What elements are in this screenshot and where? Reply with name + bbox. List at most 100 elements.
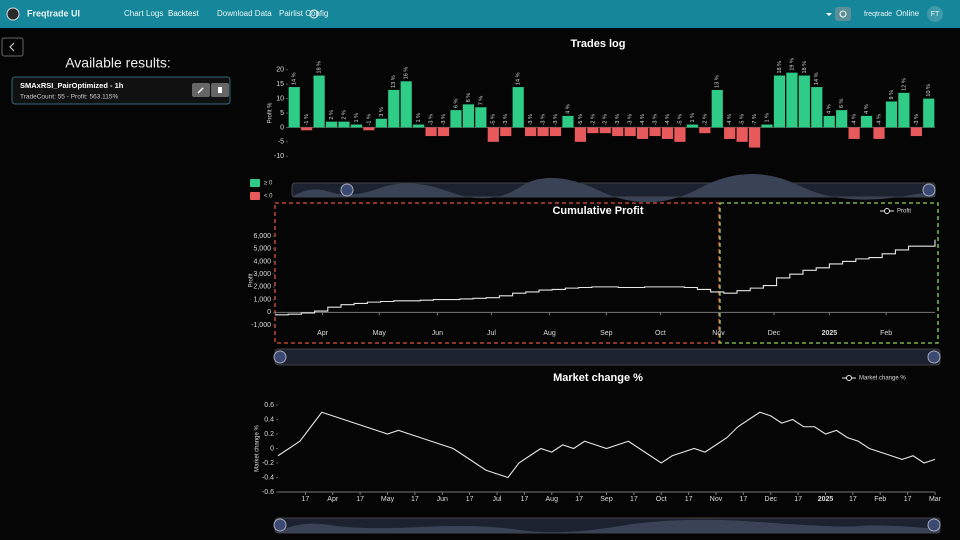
bar [599,127,611,134]
y-tick-label: -0.2 [262,460,274,467]
bar [773,75,786,128]
theme-toggle[interactable] [309,9,319,19]
bar-label: -4 % [876,114,882,125]
bar [562,115,574,128]
x-tick-label: 17 [575,496,583,503]
bar-label: 8 % [466,93,472,103]
bar [748,127,761,148]
y-tick-label: -10 [274,153,284,160]
bar-label: -5 % [578,114,584,125]
bar [537,127,549,137]
bar [910,127,922,137]
zoom-slider[interactable] [274,348,941,366]
bar [661,127,674,139]
refresh-button[interactable] [835,7,851,21]
bar [873,127,885,139]
bar [375,118,387,128]
result-card[interactable] [11,76,231,105]
y-tick-label: 20 [276,67,284,74]
bar [836,110,848,128]
slider-handle[interactable] [340,183,354,197]
refresh-icon [839,10,847,18]
x-tick-label: 17 [630,496,638,503]
nav-link[interactable]: Logs [146,9,163,18]
x-tick-label: 17 [904,496,912,503]
y-tick-label: 6,000 [253,233,271,240]
bar [475,107,487,128]
bar [649,127,661,137]
bar [350,124,363,128]
bar-label: -1 % [366,114,372,125]
bar-label: 12 % [901,78,907,91]
bar-label: 19 % [789,58,795,71]
bar-label: 4 % [864,104,870,114]
bar-label: 1 % [690,113,696,123]
bar [400,81,412,128]
x-tick-label: Dec [765,496,778,503]
bar [823,115,835,128]
bar [761,124,773,128]
bar-label: -5 % [740,114,746,125]
slider-handle[interactable] [922,183,936,197]
bar [786,72,798,128]
bar-label: 1 % [764,113,770,123]
bar-label: 6 % [839,99,845,109]
bar [848,127,860,139]
bar-label: -5 % [491,114,497,125]
brand[interactable]: Freqtrade UI [27,8,80,18]
slider-handle[interactable] [273,518,287,532]
slider-handle[interactable] [273,350,287,364]
bar-label: 18 % [777,61,783,74]
slider-preview [292,173,935,203]
x-tick-label: Apr [327,496,339,503]
bar-label: -4 % [640,114,646,125]
avatar[interactable] [927,6,943,22]
bar-label: 6 % [453,99,459,109]
bar-label: -5 % [677,114,683,125]
x-tick-label: Feb [880,330,892,337]
status: Online [896,9,920,18]
bot-name: freqtrade [864,11,892,18]
nav-link[interactable]: Pairlist Config [279,9,328,18]
bar-label: 1 % [416,113,422,123]
bar-label: -3 % [553,114,559,125]
legend-label: Market change % [859,376,906,382]
y-tick-label: 0 [270,445,274,452]
nav-link[interactable]: Chart [124,9,144,18]
bar [686,124,698,128]
x-tick-label: 17 [356,496,364,503]
slider-handle[interactable] [927,518,941,532]
bar-label: -3 % [528,114,534,125]
legend-swatch [250,179,260,187]
bar [923,98,935,128]
bar-label: -3 % [503,114,509,125]
nav-link[interactable]: Download Data [217,9,272,18]
bar [811,87,823,128]
bar [699,127,711,134]
dropdown-caret[interactable] [826,13,832,16]
bar-label: 4 % [827,104,833,114]
bar-label: 14 % [814,72,820,85]
bar-label: 13 % [715,75,721,88]
bar-label: 2 % [341,110,347,120]
x-tick-label: Feb [874,496,886,503]
logo[interactable] [6,7,20,21]
legend-marker [846,375,852,381]
nav-link[interactable]: Backtest [168,9,199,18]
bar-label: -3 % [429,114,435,125]
slider-handle[interactable] [927,350,941,364]
x-tick-label: Dec [768,330,781,337]
bar-label: 14 % [292,72,298,85]
bar [413,124,425,128]
bar [487,127,499,142]
bar-label: 3 % [379,107,385,117]
bar-label: -4 % [852,114,858,125]
back-button[interactable] [1,37,24,57]
bar [425,127,437,137]
y-tick-label: 5,000 [253,246,271,253]
chart-title: Cumulative Profit [552,205,643,217]
bar-label: 10 % [926,84,932,97]
y-tick-label: -0.4 [262,474,274,481]
bar-label: 13 % [391,75,397,88]
